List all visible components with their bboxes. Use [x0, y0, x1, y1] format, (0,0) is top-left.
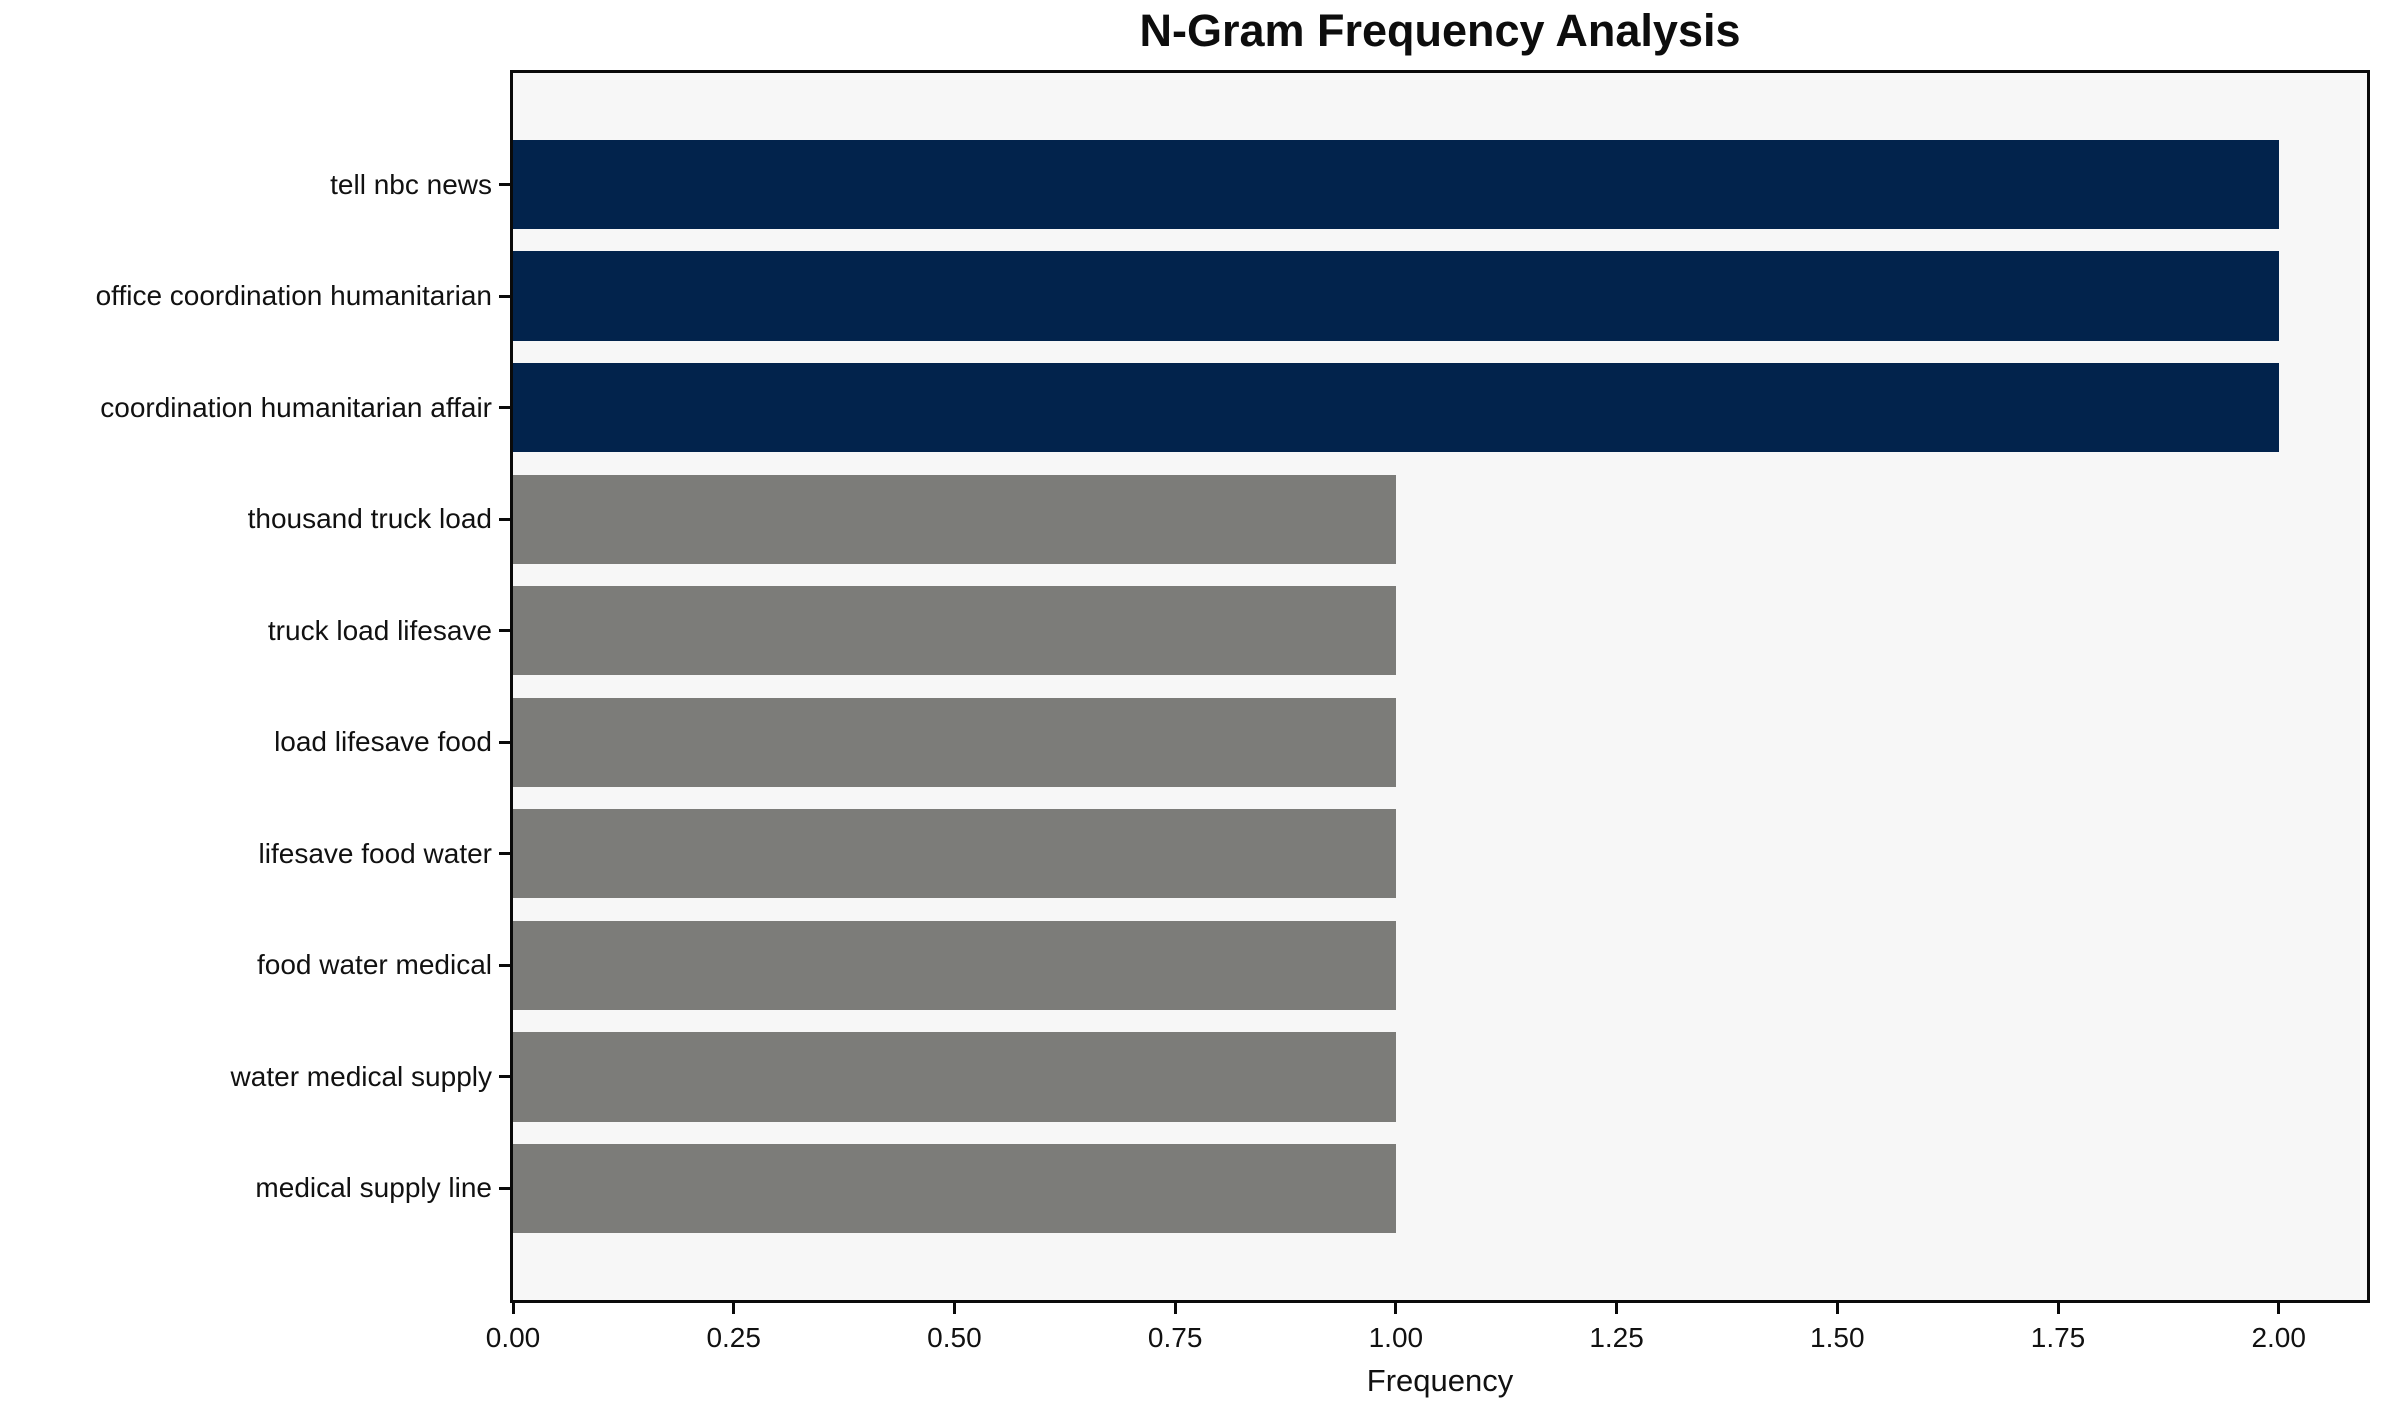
bar: [513, 809, 1396, 899]
y-tick-label: office coordination humanitarian: [95, 280, 492, 312]
x-tick-mark: [732, 1303, 736, 1314]
plot-area: [510, 70, 2370, 1303]
bar: [513, 586, 1396, 676]
x-tick-mark: [1615, 1303, 1619, 1314]
x-tick-label: 0.25: [706, 1322, 761, 1353]
bar: [513, 697, 1396, 787]
y-tick-label: lifesave food water: [258, 837, 492, 869]
x-axis-label: Frequency: [1366, 1363, 1514, 1398]
y-tick-label: load lifesave food: [274, 726, 492, 758]
y-tick-mark: [499, 852, 510, 856]
y-tick-mark: [499, 740, 510, 744]
x-tick-label: 2.00: [2251, 1322, 2306, 1353]
y-tick-label: medical supply line: [255, 1172, 492, 1204]
y-tick-label: food water medical: [256, 949, 492, 981]
x-tick-label: 1.75: [2030, 1322, 2086, 1353]
x-tick-mark: [1173, 1303, 1177, 1314]
x-tick-mark: [1835, 1303, 1839, 1314]
bar: [513, 251, 2279, 341]
bar: [513, 1143, 1396, 1234]
bar: [513, 1032, 1396, 1122]
y-tick-mark: [499, 1075, 510, 1079]
bar: [513, 920, 1396, 1010]
x-tick-label: 0.50: [927, 1322, 982, 1353]
y-tick-mark: [499, 1186, 510, 1190]
y-tick-mark: [499, 963, 510, 967]
y-tick-mark: [499, 517, 510, 521]
y-tick-label: water medical supply: [230, 1060, 492, 1092]
x-tick-label: 1.25: [1589, 1322, 1644, 1353]
chart-title: N-Gram Frequency Analysis: [1139, 5, 1741, 56]
x-tick-label: 1.50: [1810, 1322, 1865, 1353]
y-tick-label: tell nbc news: [330, 168, 492, 200]
y-tick-mark: [499, 629, 510, 633]
bar: [513, 474, 1396, 564]
x-tick-mark: [2277, 1303, 2281, 1314]
y-tick-mark: [499, 294, 510, 298]
y-tick-mark: [499, 183, 510, 187]
x-tick-label: 0.75: [1147, 1322, 1203, 1353]
x-tick-label: 1.00: [1368, 1322, 1424, 1353]
bar: [513, 363, 2279, 453]
y-tick-label: coordination humanitarian affair: [100, 391, 492, 423]
y-tick-label: truck load lifesave: [267, 614, 492, 646]
y-tick-label: thousand truck load: [247, 503, 492, 535]
x-tick-mark: [1394, 1303, 1398, 1314]
x-tick-mark: [2056, 1303, 2060, 1314]
bar: [513, 139, 2279, 230]
x-tick-mark: [511, 1303, 515, 1314]
x-tick-label: 0.00: [485, 1322, 541, 1353]
x-tick-mark: [952, 1303, 956, 1314]
y-tick-mark: [499, 406, 510, 410]
